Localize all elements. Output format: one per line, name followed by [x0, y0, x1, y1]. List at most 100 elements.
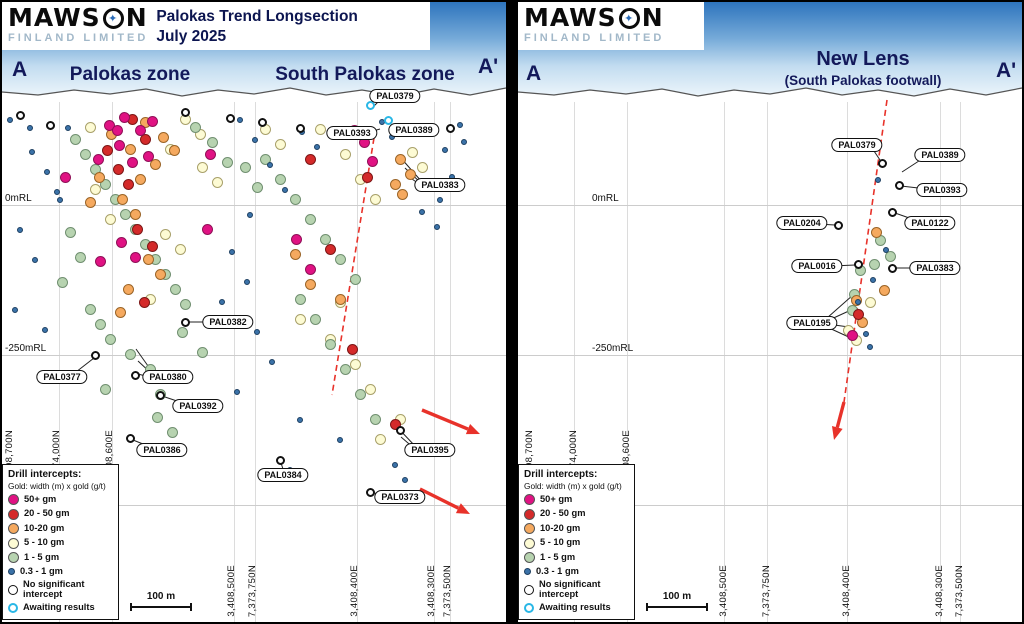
- y-axis-label: -250mRL: [5, 343, 47, 354]
- data-point: [366, 155, 378, 167]
- data-point: [282, 187, 288, 193]
- data-point: [99, 178, 111, 190]
- drill-hole-label: PAL0379: [831, 138, 883, 152]
- data-point: [369, 193, 381, 205]
- data-point: [90, 350, 100, 360]
- data-point: [295, 123, 305, 133]
- legend-item: 0.3 - 1 gm: [8, 565, 113, 577]
- panel-palokas-trend: 0mRL-250mRL-500mRL3,408,700N7,374,000N3,…: [2, 2, 506, 622]
- drill-hole-label: PAL0393: [916, 183, 968, 197]
- data-point: [44, 169, 50, 175]
- data-point: [111, 124, 123, 136]
- gridline-horizontal: [2, 505, 506, 506]
- drill-hole-label: PAL0389: [388, 123, 440, 137]
- data-point: [234, 389, 240, 395]
- data-point: [229, 249, 235, 255]
- legend-item-label: 0.3 - 1 gm: [20, 565, 63, 576]
- data-point: [99, 383, 111, 395]
- legend-title: Drill intercepts:: [8, 468, 82, 480]
- gridline-vertical: [234, 102, 235, 622]
- gridline-vertical: [434, 102, 435, 622]
- data-point: [337, 437, 343, 443]
- data-point: [354, 388, 366, 400]
- data-point: [159, 228, 171, 240]
- data-point: [875, 177, 881, 183]
- gridline-horizontal: [518, 505, 1022, 506]
- legend-swatch-icon: [8, 537, 19, 549]
- gridline-vertical: [112, 102, 113, 622]
- drill-hole-label: PAL0382: [202, 315, 254, 329]
- points-layer: [518, 2, 1022, 622]
- legend-item: 1 - 5 gm: [8, 552, 113, 564]
- header-right: MAWS ✦ N Finland Limited: [518, 2, 704, 50]
- gridline-vertical: [255, 102, 256, 622]
- data-point: [92, 153, 104, 165]
- data-point: [855, 299, 861, 305]
- data-point: [114, 306, 126, 318]
- data-point: [309, 313, 321, 325]
- legend-item-label: 20 - 50 gm: [24, 508, 70, 519]
- data-point: [394, 153, 406, 165]
- data-point: [304, 213, 316, 225]
- drill-hole-label: PAL0204: [776, 216, 828, 230]
- data-point: [69, 133, 81, 145]
- data-point: [289, 193, 301, 205]
- data-point: [239, 161, 251, 173]
- data-point: [115, 236, 127, 248]
- data-point: [176, 326, 188, 338]
- figure-title: Palokas Trend Longsection July 2025: [156, 2, 358, 47]
- data-point: [365, 487, 375, 497]
- logo-text-end: N: [641, 3, 664, 32]
- legend-item-label: 50+ gm: [540, 493, 573, 504]
- gridline-vertical: [450, 102, 451, 622]
- data-point: [406, 146, 418, 158]
- gridline-horizontal: [518, 205, 1022, 206]
- data-point: [257, 117, 267, 127]
- mawson-logo-word: MAWS ✦ N: [8, 4, 148, 31]
- data-point: [201, 223, 213, 235]
- data-point: [252, 137, 258, 143]
- data-point: [84, 196, 96, 208]
- data-point: [15, 110, 25, 120]
- drill-hole-label: PAL0195: [786, 316, 838, 330]
- data-point: [84, 303, 96, 315]
- data-point: [29, 149, 35, 155]
- legend-box: Drill intercepts: Gold: width (m) x gold …: [518, 463, 635, 620]
- data-point: [139, 133, 151, 145]
- legend-item: No significant intercept: [8, 579, 113, 600]
- data-point: [32, 257, 38, 263]
- drill-hole-label: PAL0383: [909, 261, 961, 275]
- data-point: [42, 327, 48, 333]
- panel-title-new-lens: New Lens: [816, 48, 910, 70]
- mawson-logo: MAWS ✦ N Finland Limited: [2, 2, 156, 44]
- gridline-vertical: [724, 102, 725, 622]
- data-point: [314, 144, 320, 150]
- legend-subtitle: Gold: width (m) x gold (g/t): [524, 480, 622, 491]
- data-point: [126, 156, 138, 168]
- legend-item-label: Awaiting results: [539, 602, 611, 613]
- legend-swatch-icon: [524, 568, 531, 576]
- drill-hole-label: PAL0380: [142, 370, 194, 384]
- data-point: [349, 358, 361, 370]
- data-point: [334, 253, 346, 265]
- data-point: [247, 212, 253, 218]
- y-axis-label: -250mRL: [592, 343, 634, 354]
- data-point: [7, 117, 13, 123]
- data-point: [396, 188, 408, 200]
- gridline-vertical: [574, 102, 575, 622]
- data-point: [419, 209, 425, 215]
- legend-item: 5 - 10 gm: [524, 538, 629, 549]
- legend-item-label: 10-20 gm: [24, 522, 65, 533]
- data-point: [251, 181, 263, 193]
- data-point: [254, 329, 260, 335]
- legend-swatch-icon: [8, 523, 19, 535]
- data-point: [149, 158, 161, 170]
- data-point: [94, 255, 106, 267]
- data-point: [864, 296, 876, 308]
- data-point: [334, 293, 346, 305]
- legend-box: Drill intercepts: Gold: width (m) x gold …: [2, 463, 119, 620]
- data-point: [870, 277, 876, 283]
- data-point: [894, 180, 904, 190]
- data-point: [274, 173, 286, 185]
